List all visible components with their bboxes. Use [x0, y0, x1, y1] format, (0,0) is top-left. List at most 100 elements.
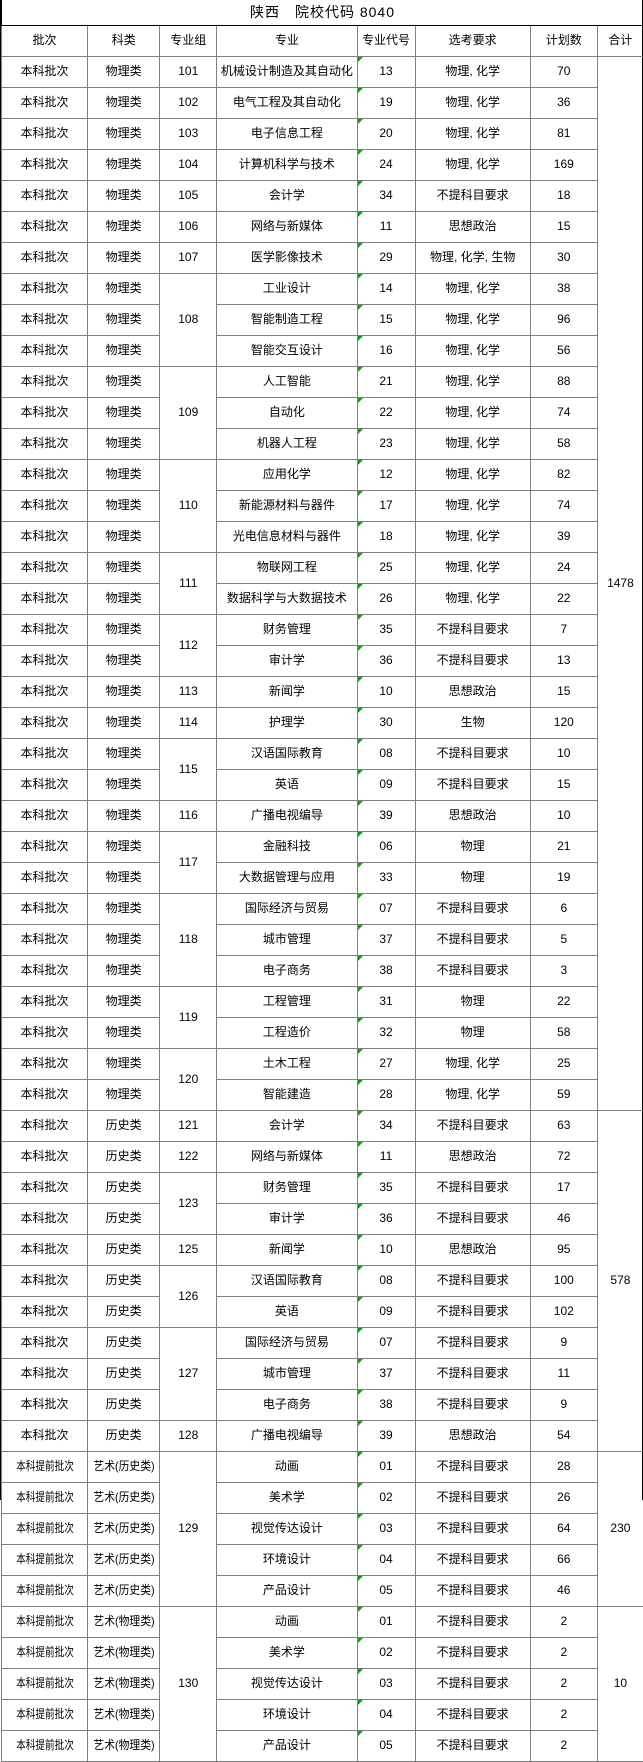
cell-major-group: 105	[160, 181, 217, 212]
cell-plan-count: 38	[530, 274, 597, 305]
text-number-warning-icon	[358, 1638, 363, 1643]
cell-exam-requirement: 不提科目要求	[415, 956, 530, 987]
text-number-warning-icon	[358, 677, 363, 682]
cell-major: 英语	[217, 770, 357, 801]
cell-major-code: 09	[357, 1297, 415, 1328]
cell-category: 物理类	[88, 336, 160, 367]
cell-exam-requirement: 不提科目要求	[415, 1111, 530, 1142]
major-code-label: 30	[379, 715, 392, 729]
cell-major-group: 129	[160, 1452, 217, 1607]
cell-batch: 本科批次	[2, 770, 88, 801]
batch-label: 本科批次	[21, 746, 69, 760]
major-code-label: 11	[380, 219, 392, 233]
category-label: 历史类	[106, 1180, 142, 1194]
cell-major: 物联网工程	[217, 553, 357, 584]
cell-major-code: 38	[357, 1390, 415, 1421]
cell-major-code: 36	[357, 646, 415, 677]
major-code-label: 29	[379, 250, 392, 264]
cell-major: 英语	[217, 1297, 357, 1328]
cell-major-code: 01	[357, 1607, 415, 1638]
text-number-warning-icon	[358, 1731, 363, 1736]
category-label: 物理类	[106, 684, 142, 698]
cell-plan-count: 63	[530, 1111, 597, 1142]
batch-label: 本科提前批次	[16, 1460, 74, 1473]
cell-major-group: 128	[160, 1421, 217, 1452]
text-number-warning-icon	[358, 1421, 363, 1426]
cell-total: 10	[597, 1607, 643, 1762]
text-number-warning-icon	[358, 150, 363, 155]
cell-major: 国际经济与贸易	[217, 894, 357, 925]
cell-major-code: 14	[357, 274, 415, 305]
batch-label: 本科批次	[21, 312, 69, 326]
cell-major-group: 107	[160, 243, 217, 274]
batch-label: 本科批次	[21, 1149, 69, 1163]
cell-plan-count: 39	[530, 522, 597, 553]
cell-major-code: 26	[357, 584, 415, 615]
cell-batch: 本科提前批次	[2, 1731, 88, 1762]
cell-plan-count: 6	[530, 894, 597, 925]
cell-exam-requirement: 物理, 化学	[415, 460, 530, 491]
cell-exam-requirement: 物理, 化学	[415, 274, 530, 305]
batch-label: 本科批次	[21, 1056, 69, 1070]
cell-category: 物理类	[88, 553, 160, 584]
cell-plan-count: 58	[530, 429, 597, 460]
category-label: 物理类	[106, 1056, 142, 1070]
cell-batch: 本科批次	[2, 1359, 88, 1390]
cell-major-code: 32	[357, 1018, 415, 1049]
cell-major-group: 117	[160, 832, 217, 894]
cell-major: 网络与新媒体	[217, 1142, 357, 1173]
cell-major: 视觉传达设计	[217, 1514, 357, 1545]
text-number-warning-icon	[358, 832, 363, 837]
cell-category: 物理类	[88, 119, 160, 150]
text-number-warning-icon	[358, 1545, 363, 1550]
cell-exam-requirement: 物理, 化学	[415, 522, 530, 553]
cell-plan-count: 15	[530, 770, 597, 801]
cell-major-group: 106	[160, 212, 217, 243]
major-code-label: 25	[379, 560, 392, 574]
text-number-warning-icon	[358, 491, 363, 496]
cell-major: 环境设计	[217, 1700, 357, 1731]
cell-batch: 本科批次	[2, 615, 88, 646]
cell-major-code: 33	[357, 863, 415, 894]
category-label: 物理类	[106, 591, 142, 605]
category-label: 历史类	[106, 1335, 142, 1349]
batch-label: 本科批次	[21, 653, 69, 667]
cell-exam-requirement: 不提科目要求	[415, 181, 530, 212]
category-label: 物理类	[106, 932, 142, 946]
cell-major-code: 06	[357, 832, 415, 863]
cell-major: 智能交互设计	[217, 336, 357, 367]
cell-major: 工程造价	[217, 1018, 357, 1049]
major-code-label: 05	[379, 1738, 392, 1752]
cell-exam-requirement: 不提科目要求	[415, 1452, 530, 1483]
cell-major-group: 114	[160, 708, 217, 739]
cell-major: 审计学	[217, 646, 357, 677]
batch-label: 本科提前批次	[16, 1522, 74, 1535]
cell-major-group: 102	[160, 88, 217, 119]
major-code-label: 36	[379, 653, 392, 667]
text-number-warning-icon	[358, 1669, 363, 1674]
cell-major-code: 10	[357, 677, 415, 708]
cell-exam-requirement: 物理, 化学	[415, 119, 530, 150]
cell-major: 产品设计	[217, 1576, 357, 1607]
major-code-label: 02	[379, 1645, 392, 1659]
cell-major-code: 24	[357, 150, 415, 181]
cell-batch: 本科批次	[2, 119, 88, 150]
major-code-label: 31	[379, 994, 392, 1008]
category-label: 物理类	[106, 560, 142, 574]
cell-major: 金融科技	[217, 832, 357, 863]
cell-major-code: 08	[357, 739, 415, 770]
cell-batch: 本科提前批次	[2, 1669, 88, 1700]
